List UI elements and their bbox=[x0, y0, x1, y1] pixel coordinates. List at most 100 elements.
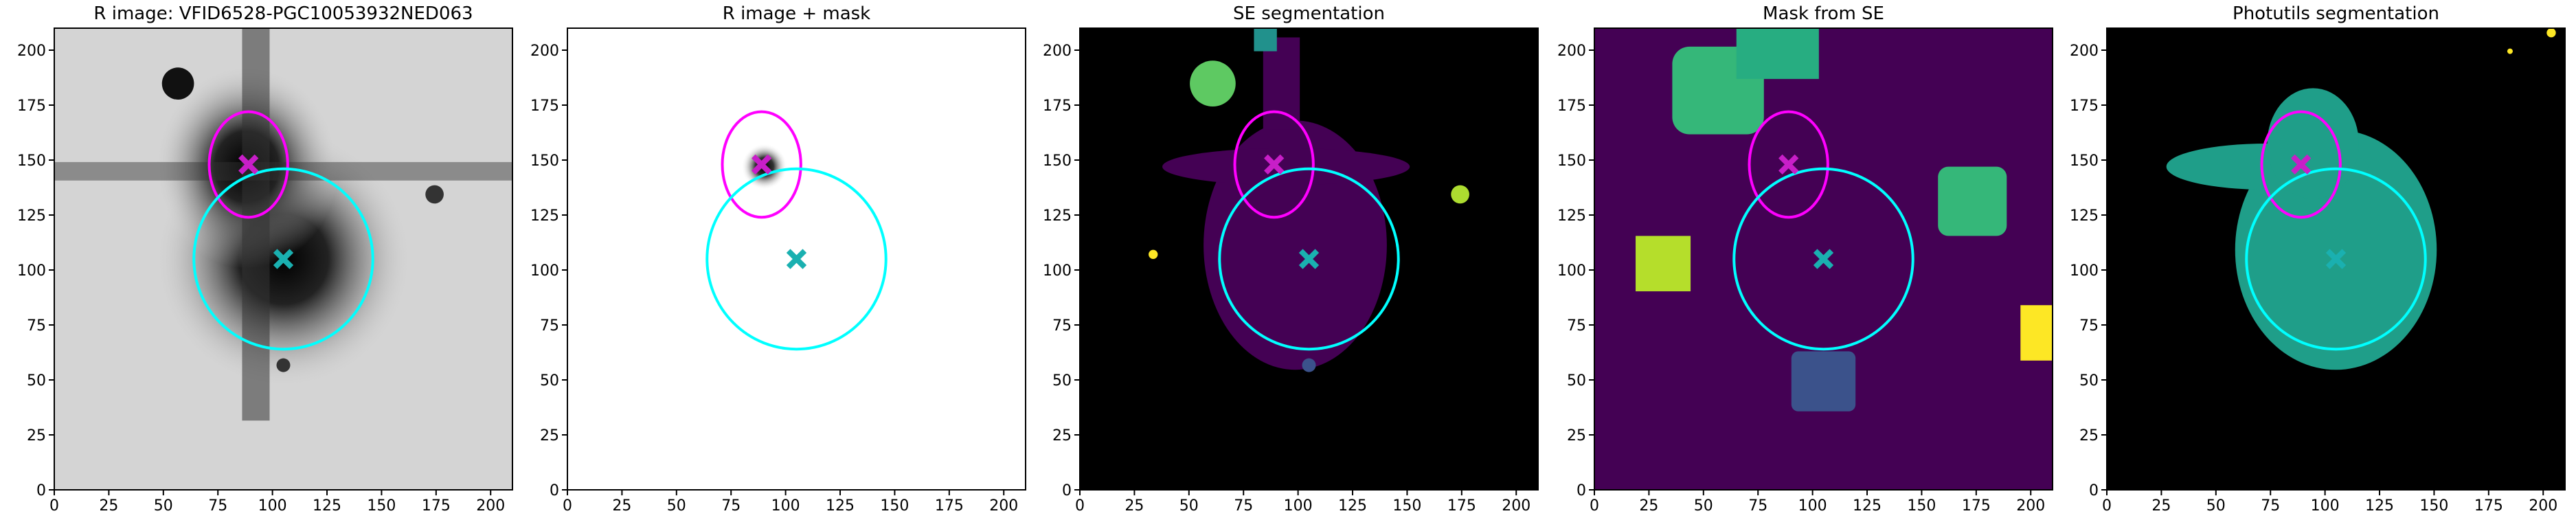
x-tick-label: 200 bbox=[476, 497, 505, 515]
y-tick-label: 75 bbox=[1052, 317, 1072, 335]
y-tick-label: 25 bbox=[540, 427, 559, 444]
y-tick-label: 75 bbox=[1567, 317, 1586, 335]
x-tick-label: 75 bbox=[721, 497, 741, 515]
y-tick-label: 25 bbox=[1567, 427, 1586, 444]
panel-title: R image: VFID6528-PGC10053932NED063 bbox=[93, 3, 473, 24]
aperture-ellipse bbox=[705, 167, 888, 351]
panel-title: R image + mask bbox=[723, 3, 871, 24]
y-tick-label: 75 bbox=[2079, 317, 2099, 335]
center-marker bbox=[2291, 154, 2312, 175]
aperture-ellipse bbox=[1233, 110, 1315, 219]
x-tick-label: 25 bbox=[2151, 497, 2171, 515]
x-tick-label: 175 bbox=[2474, 497, 2503, 515]
aperture-ellipse bbox=[721, 110, 802, 219]
y-tick-label: 125 bbox=[1557, 207, 1586, 225]
segment bbox=[1190, 60, 1236, 106]
y-tick-label: 150 bbox=[1557, 153, 1586, 170]
y-tick-label: 175 bbox=[1557, 98, 1586, 115]
y-tick-label: 50 bbox=[540, 372, 559, 390]
image bbox=[1636, 28, 2053, 412]
y-tick-label: 125 bbox=[17, 207, 46, 225]
x-tick-label: 25 bbox=[1639, 497, 1658, 515]
y-tick-label: 50 bbox=[27, 372, 46, 390]
x-tick-label: 125 bbox=[313, 497, 341, 515]
center-marker bbox=[786, 249, 807, 269]
x-tick-label: 100 bbox=[1798, 497, 1827, 515]
x-tick-label: 25 bbox=[1125, 497, 1144, 515]
center-marker bbox=[238, 154, 259, 175]
x-tick-label: 0 bbox=[1075, 497, 1085, 515]
segment bbox=[2267, 88, 2359, 199]
x-tick-label: 0 bbox=[49, 497, 59, 515]
aperture-ellipse bbox=[2260, 110, 2342, 219]
x-tick-label: 75 bbox=[1234, 497, 1253, 515]
aperture-ellipse bbox=[1732, 167, 1914, 351]
panel-title: Mask from SE bbox=[1763, 3, 1884, 24]
y-tick-label: 200 bbox=[2070, 43, 2099, 60]
y-tick-label: 100 bbox=[2070, 262, 2099, 280]
y-tick-label: 100 bbox=[1557, 262, 1586, 280]
center-marker bbox=[1298, 249, 1320, 269]
y-tick-label: 75 bbox=[540, 317, 559, 335]
center-marker bbox=[2325, 249, 2347, 269]
axes-frame bbox=[1079, 27, 1539, 491]
y-tick-label: 75 bbox=[27, 317, 46, 335]
y-tick-label: 0 bbox=[1062, 482, 1072, 499]
x-tick-label: 200 bbox=[989, 497, 1018, 515]
image-star bbox=[425, 185, 444, 204]
x-tick-label: 150 bbox=[2419, 497, 2448, 515]
center-marker bbox=[273, 249, 294, 269]
segment bbox=[1254, 28, 1277, 52]
y-tick-label: 150 bbox=[17, 153, 46, 170]
aperture-ellipse bbox=[2245, 167, 2427, 351]
x-tick-label: 125 bbox=[1853, 497, 1882, 515]
axes-frame bbox=[567, 27, 1026, 491]
center-marker bbox=[1778, 154, 1799, 175]
segment bbox=[2235, 129, 2437, 370]
mask-box bbox=[1736, 28, 1819, 79]
y-tick-label: 175 bbox=[530, 98, 559, 115]
x-tick-label: 175 bbox=[1962, 497, 1991, 515]
x-tick-label: 150 bbox=[1907, 497, 1936, 515]
x-tick-label: 125 bbox=[2365, 497, 2394, 515]
x-tick-label: 175 bbox=[935, 497, 964, 515]
aperture-ellipse bbox=[207, 110, 289, 219]
center-marker bbox=[1813, 249, 1834, 269]
axes-frame bbox=[1594, 27, 2053, 491]
x-tick-label: 0 bbox=[2102, 497, 2112, 515]
y-tick-label: 100 bbox=[1043, 262, 1072, 280]
x-tick-label: 50 bbox=[154, 497, 173, 515]
segment bbox=[1149, 249, 1158, 259]
x-tick-label: 175 bbox=[1447, 497, 1476, 515]
x-tick-label: 200 bbox=[1502, 497, 1530, 515]
segment bbox=[1162, 148, 1410, 185]
y-tick-label: 50 bbox=[1052, 372, 1072, 390]
x-tick-label: 100 bbox=[258, 497, 287, 515]
image bbox=[2166, 28, 2556, 370]
segment bbox=[1451, 185, 1469, 204]
x-tick-label: 175 bbox=[422, 497, 451, 515]
y-tick-label: 100 bbox=[530, 262, 559, 280]
image-streak bbox=[242, 28, 270, 421]
x-tick-label: 125 bbox=[1338, 497, 1367, 515]
center-marker bbox=[1264, 154, 1285, 175]
y-tick-label: 175 bbox=[1043, 98, 1072, 115]
segment bbox=[1302, 358, 1316, 372]
y-tick-label: 125 bbox=[1043, 207, 1072, 225]
y-tick-label: 25 bbox=[2079, 427, 2099, 444]
mask-box bbox=[1791, 351, 1856, 412]
x-tick-label: 150 bbox=[367, 497, 396, 515]
y-tick-label: 150 bbox=[1043, 153, 1072, 170]
x-tick-label: 100 bbox=[2311, 497, 2340, 515]
x-tick-label: 0 bbox=[563, 497, 572, 515]
y-tick-label: 200 bbox=[1043, 43, 1072, 60]
x-tick-label: 25 bbox=[612, 497, 631, 515]
y-tick-label: 125 bbox=[2070, 207, 2099, 225]
y-tick-label: 50 bbox=[2079, 372, 2099, 390]
y-tick-label: 0 bbox=[1577, 482, 1586, 499]
x-tick-label: 75 bbox=[2261, 497, 2280, 515]
y-tick-label: 200 bbox=[530, 43, 559, 60]
y-tick-label: 175 bbox=[2070, 98, 2099, 115]
x-tick-label: 100 bbox=[771, 497, 800, 515]
